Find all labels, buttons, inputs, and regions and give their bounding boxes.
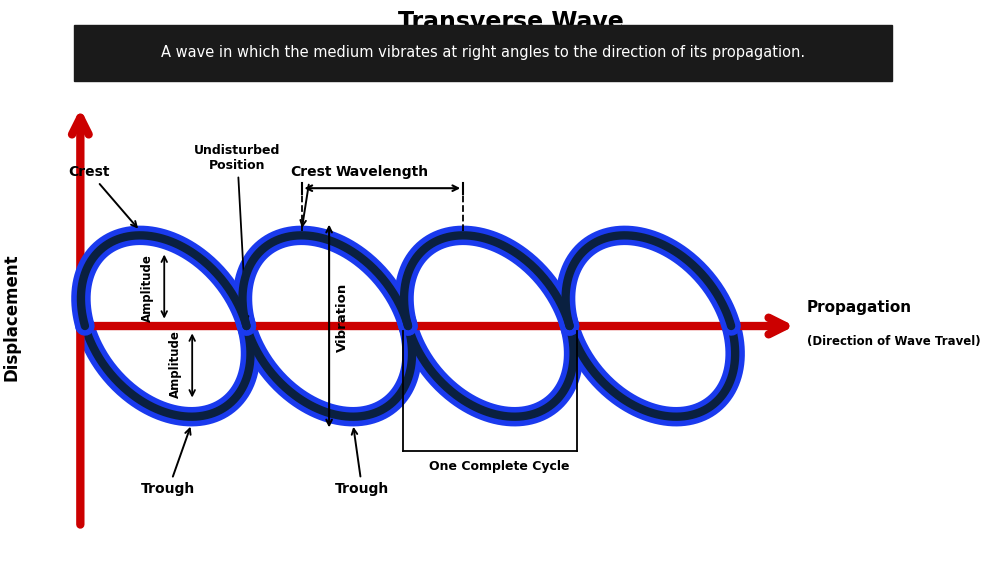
Text: Crest: Crest: [290, 165, 331, 226]
Text: Propagation: Propagation: [807, 301, 912, 315]
Text: Amplitude: Amplitude: [141, 254, 154, 322]
Text: Wavelength: Wavelength: [336, 165, 429, 179]
Text: Trough: Trough: [141, 429, 196, 496]
Text: (Direction of Wave Travel): (Direction of Wave Travel): [807, 335, 980, 348]
Text: One Complete Cycle: One Complete Cycle: [429, 460, 570, 473]
Text: Trough: Trough: [335, 429, 389, 496]
Text: Crest: Crest: [69, 165, 137, 227]
Text: Displacement: Displacement: [2, 253, 20, 381]
Text: Amplitude: Amplitude: [169, 330, 182, 398]
Text: Vibration: Vibration: [335, 282, 348, 351]
FancyBboxPatch shape: [74, 25, 892, 81]
Text: A wave in which the medium vibrates at right angles to the direction of its prop: A wave in which the medium vibrates at r…: [161, 45, 805, 60]
Text: Transverse Wave: Transverse Wave: [398, 11, 623, 34]
Text: Undisturbed
Position: Undisturbed Position: [194, 144, 280, 321]
